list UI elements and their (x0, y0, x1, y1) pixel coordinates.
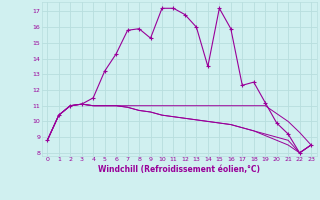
X-axis label: Windchill (Refroidissement éolien,°C): Windchill (Refroidissement éolien,°C) (98, 165, 260, 174)
